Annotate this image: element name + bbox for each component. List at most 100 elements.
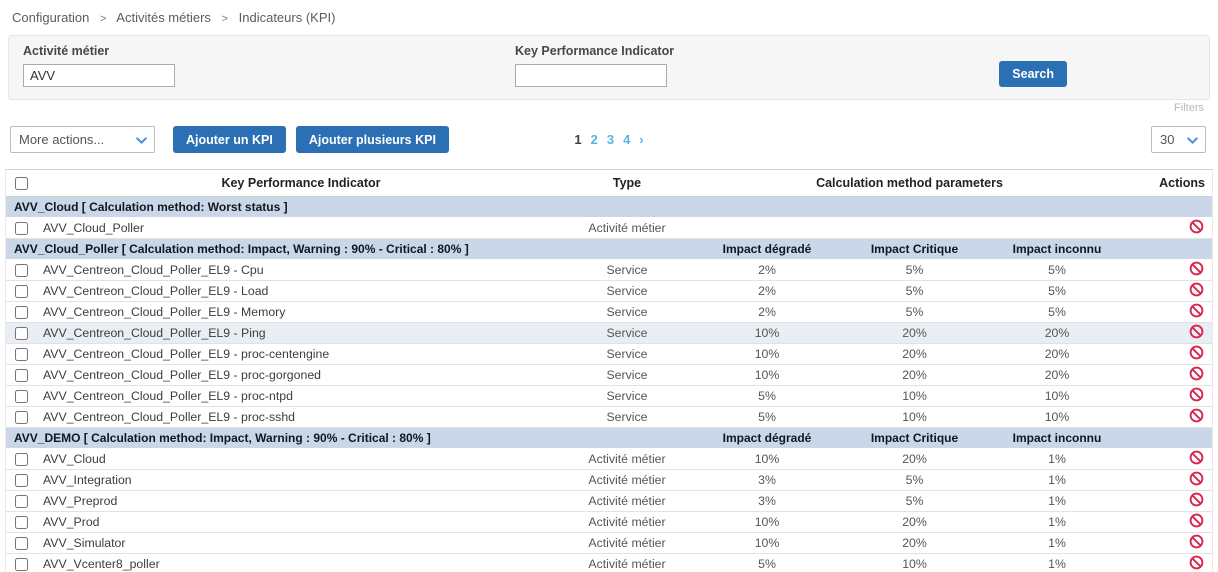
delete-kpi-ban-icon[interactable] [1189, 471, 1204, 486]
row-checkbox[interactable] [15, 494, 28, 508]
row-checkbox[interactable] [15, 473, 28, 487]
impact-value: 10% [754, 515, 780, 529]
impact-value: 20% [902, 368, 927, 382]
filter-panel: Activité métier Key Performance Indicato… [8, 35, 1210, 100]
kpi-type: Service [606, 263, 648, 277]
kpi-name[interactable]: AVV_Centreon_Cloud_Poller_EL9 - Cpu [43, 263, 264, 277]
breadcrumb-activites-metiers[interactable]: Activités métiers [116, 10, 211, 25]
delete-kpi-ban-icon[interactable] [1189, 219, 1204, 234]
impact-value: 10% [754, 452, 780, 466]
actions-cell [1127, 387, 1212, 405]
delete-kpi-ban-icon[interactable] [1189, 387, 1204, 402]
row-checkbox[interactable] [15, 536, 28, 550]
actions-cell [1127, 471, 1212, 489]
kpi-type: Activité métier [588, 557, 666, 571]
row-checkbox[interactable] [15, 452, 28, 466]
breadcrumb-separator: > [221, 13, 228, 25]
more-actions-select[interactable]: More actions... [10, 126, 155, 153]
kpi-name[interactable]: AVV_Centreon_Cloud_Poller_EL9 - proc-gor… [43, 368, 321, 382]
kpi-name[interactable]: AVV_Cloud [43, 452, 106, 466]
kpi-name[interactable]: AVV_Centreon_Cloud_Poller_EL9 - proc-ntp… [43, 389, 293, 403]
kpi-name[interactable]: AVV_Centreon_Cloud_Poller_EL9 - proc-cen… [43, 347, 330, 361]
delete-kpi-ban-icon[interactable] [1189, 555, 1204, 570]
group-header-row: AVV_Cloud [ Calculation method: Worst st… [6, 197, 1212, 218]
delete-kpi-ban-icon[interactable] [1189, 366, 1204, 381]
table-row: AVV_Integration Activité métier 3% 5% 1% [6, 470, 1212, 491]
chevron-right-icon[interactable]: › [639, 131, 644, 147]
toolbar: More actions... Ajouter un KPI Ajouter p… [0, 114, 1218, 165]
actions-cell [1127, 219, 1212, 237]
kpi-name[interactable]: AVV_Centreon_Cloud_Poller_EL9 - proc-ssh… [43, 410, 296, 424]
filters-toggle[interactable]: Filters [1174, 102, 1204, 114]
page-size-select[interactable]: 30 [1151, 126, 1206, 153]
checkbox-cell [6, 410, 40, 424]
impact-value: 20% [902, 536, 927, 550]
kpi-name[interactable]: AVV_Centreon_Cloud_Poller_EL9 - Load [43, 284, 269, 298]
add-kpi-button[interactable]: Ajouter un KPI [173, 126, 286, 153]
select-all-checkbox[interactable] [15, 176, 28, 190]
actions-cell [1127, 408, 1212, 426]
page-4[interactable]: 4 [623, 131, 631, 147]
kpi-name[interactable]: AVV_Prod [43, 515, 100, 529]
delete-kpi-ban-icon[interactable] [1189, 261, 1204, 276]
delete-kpi-ban-icon[interactable] [1189, 408, 1204, 423]
row-checkbox[interactable] [15, 263, 28, 277]
kpi-name[interactable]: AVV_Centreon_Cloud_Poller_EL9 - Memory [43, 305, 286, 319]
add-multiple-kpi-button[interactable]: Ajouter plusieurs KPI [295, 126, 449, 153]
kpi-type: Activité métier [588, 452, 666, 466]
kpi-name[interactable]: AVV_Vcenter8_poller [43, 557, 160, 571]
business-activity-input[interactable] [23, 64, 175, 87]
kpi-name[interactable]: AVV_Integration [43, 473, 132, 487]
row-checkbox[interactable] [15, 284, 28, 298]
kpi-name[interactable]: AVV_Preprod [43, 494, 118, 508]
group-header-row: AVV_Cloud_Poller [ Calculation method: I… [6, 239, 1212, 260]
kpi-type: Activité métier [588, 221, 666, 235]
delete-kpi-ban-icon[interactable] [1189, 282, 1204, 297]
checkbox-cell [6, 536, 40, 550]
header-calculation: Calculation method parameters [816, 176, 1003, 190]
kpi-type: Activité métier [588, 494, 666, 508]
table-row: AVV_Centreon_Cloud_Poller_EL9 - Load Serv… [6, 281, 1212, 302]
row-checkbox[interactable] [15, 389, 28, 403]
impact-value: 1% [1048, 494, 1066, 508]
row-checkbox[interactable] [15, 557, 28, 571]
row-checkbox[interactable] [15, 515, 28, 529]
table-row: AVV_Centreon_Cloud_Poller_EL9 - Memory Se… [6, 302, 1212, 323]
group-header-row: AVV_DEMO [ Calculation method: Impact, W… [6, 428, 1212, 449]
kpi-name[interactable]: AVV_Cloud_Poller [43, 221, 144, 235]
delete-kpi-ban-icon[interactable] [1189, 492, 1204, 507]
kpi-name[interactable]: AVV_Centreon_Cloud_Poller_EL9 - Ping [40, 326, 562, 340]
kpi-type: Service [606, 284, 648, 298]
kpi-name[interactable]: AVV_Simulator [43, 536, 126, 550]
checkbox-cell [6, 305, 40, 319]
kpi-filter-label: Key Performance Indicator [515, 44, 675, 58]
row-checkbox[interactable] [15, 347, 28, 361]
impact-column-header: Impact dégradé [722, 431, 812, 445]
checkbox-cell [6, 263, 40, 277]
delete-kpi-ban-icon[interactable] [1189, 303, 1204, 318]
row-checkbox[interactable] [15, 368, 28, 382]
impact-value: 20% [902, 347, 927, 361]
page-2[interactable]: 2 [590, 131, 598, 147]
impact-value: 20% [1044, 368, 1070, 382]
delete-kpi-ban-icon[interactable] [1189, 450, 1204, 465]
impact-value: 2% [758, 263, 776, 277]
table-row: AVV_Cloud Activité métier 10% 20% 1% [6, 449, 1212, 470]
delete-kpi-ban-icon[interactable] [1189, 534, 1204, 549]
row-checkbox[interactable] [15, 410, 28, 424]
checkbox-cell [6, 515, 40, 529]
delete-kpi-ban-icon[interactable] [1189, 513, 1204, 528]
breadcrumb-indicateurs-kpi: Indicateurs (KPI) [238, 10, 336, 25]
breadcrumb-configuration[interactable]: Configuration [12, 10, 90, 25]
impact-value: 1% [1048, 452, 1066, 466]
delete-kpi-ban-icon[interactable] [1189, 324, 1204, 339]
kpi-filter-input[interactable] [515, 64, 667, 87]
page-3[interactable]: 3 [606, 131, 615, 147]
row-checkbox[interactable] [15, 305, 28, 319]
delete-kpi-ban-icon[interactable] [1189, 345, 1204, 360]
row-checkbox[interactable] [15, 221, 28, 235]
checkbox-cell [6, 494, 40, 508]
search-button[interactable]: Search [999, 61, 1067, 87]
row-checkbox[interactable] [15, 326, 28, 340]
kpi-type: Service [606, 410, 648, 424]
